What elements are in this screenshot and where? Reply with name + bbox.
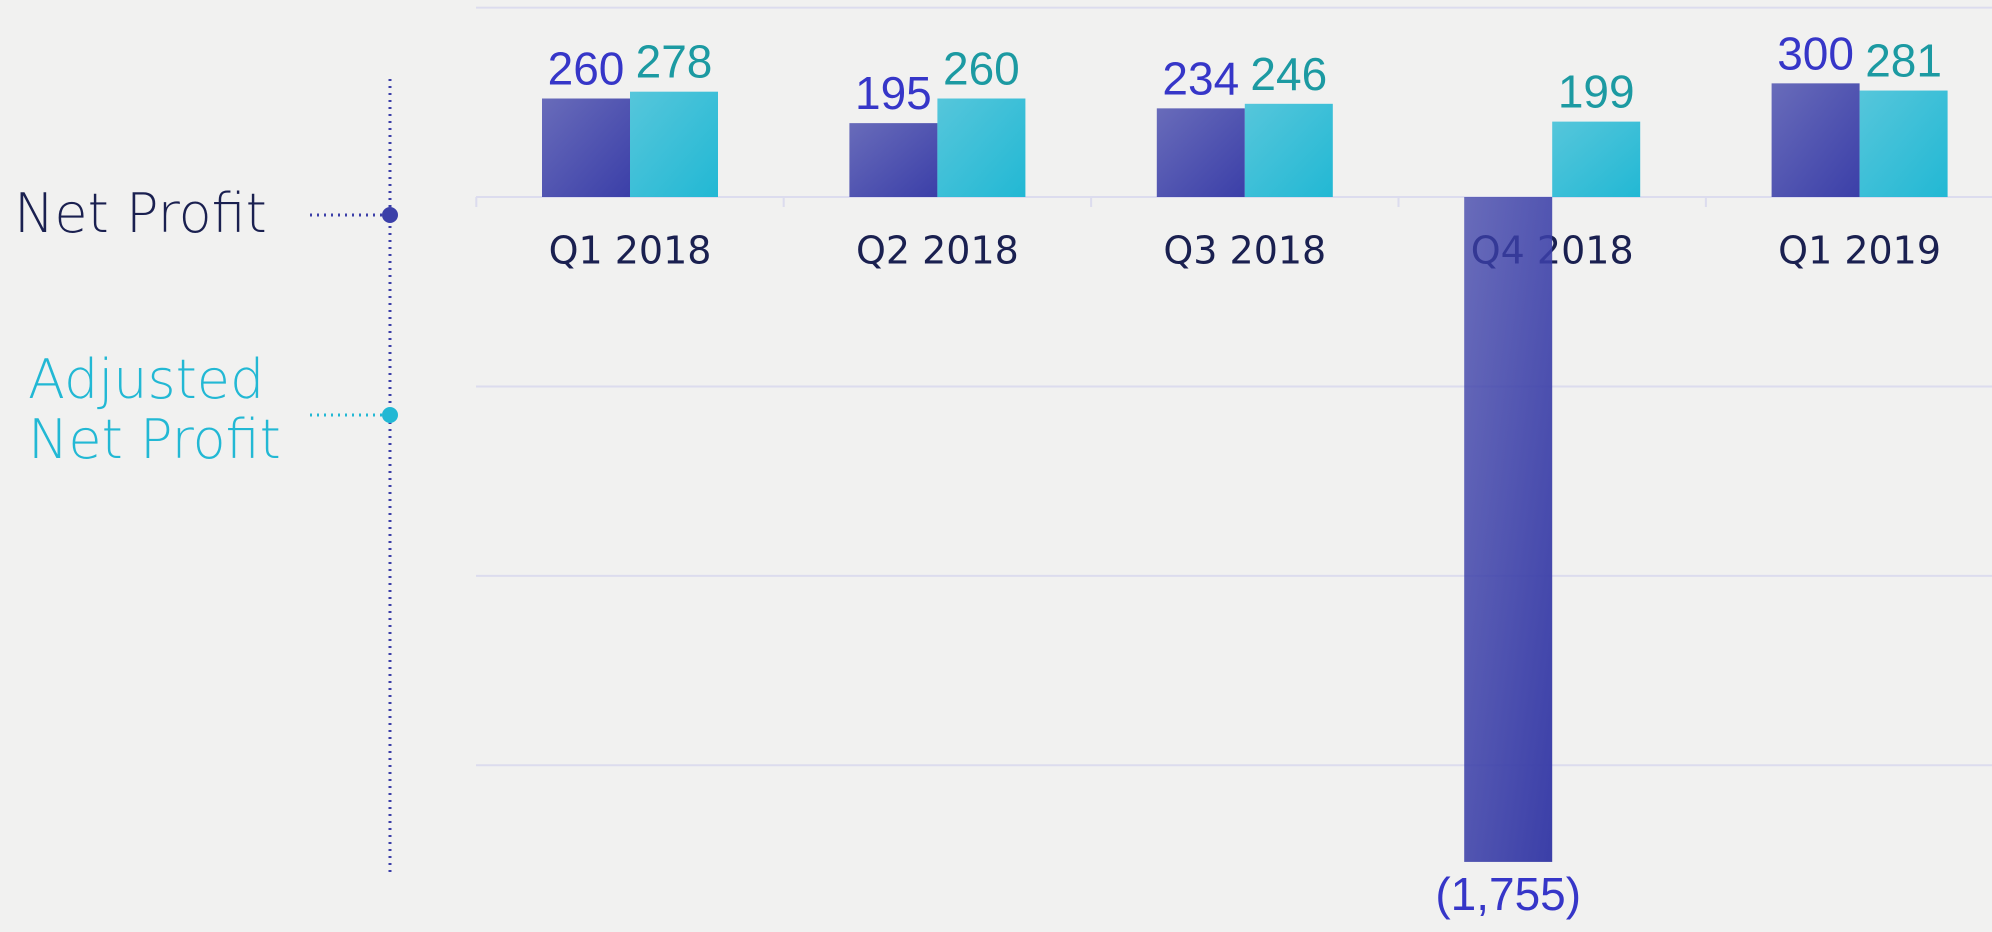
data-label: 278 — [636, 36, 713, 88]
bar — [849, 123, 938, 198]
legend-dot — [382, 407, 398, 423]
data-label: (1,755) — [1435, 868, 1581, 920]
data-label: 199 — [1558, 66, 1635, 118]
legend-label: Net Profit — [14, 182, 267, 245]
data-label: 300 — [1777, 27, 1854, 79]
data-label: 281 — [1865, 35, 1942, 87]
bar — [1771, 83, 1860, 198]
x-tick-label: Q3 2018 — [1163, 229, 1326, 273]
bar — [1156, 108, 1245, 198]
bar — [1859, 90, 1948, 198]
bar — [937, 98, 1026, 198]
x-tick-label: Q1 2018 — [549, 229, 712, 273]
bar — [630, 91, 718, 198]
legend-label: Adjusted Net Profit — [28, 348, 281, 471]
data-label: 234 — [1162, 52, 1239, 104]
bar — [1552, 121, 1641, 198]
x-tick-label: Q1 2019 — [1778, 229, 1941, 273]
data-label: 246 — [1250, 48, 1327, 100]
data-label: 195 — [855, 67, 932, 119]
legend-dot — [382, 207, 398, 223]
data-label: 260 — [943, 43, 1020, 95]
bar — [542, 98, 630, 198]
x-tick-label: Q2 2018 — [856, 229, 1019, 273]
bar — [1244, 103, 1333, 198]
bar — [1464, 197, 1553, 862]
data-label: 260 — [548, 43, 625, 95]
